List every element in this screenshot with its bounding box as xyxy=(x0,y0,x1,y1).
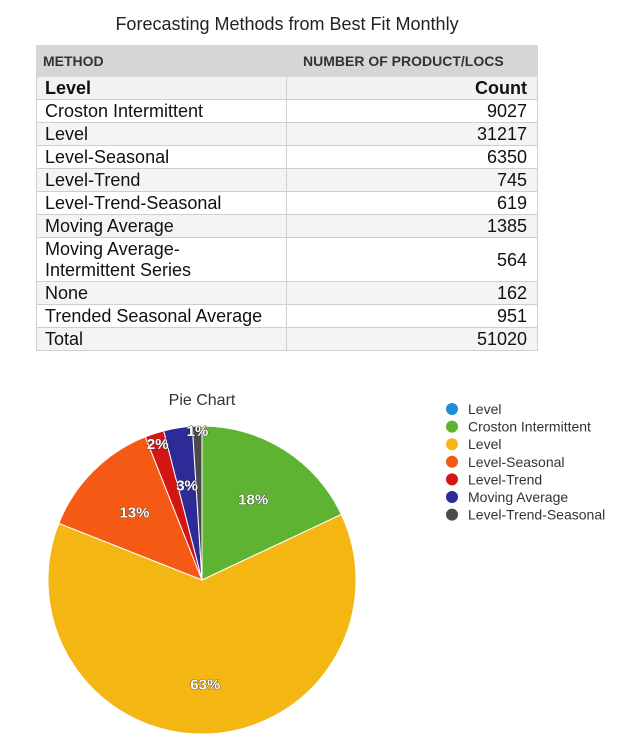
legend-label: Level-Trend xyxy=(468,471,542,487)
methods-table: METHOD NUMBER OF PRODUCT/LOCS Level Coun… xyxy=(36,45,538,351)
method-cell: Level-Trend-Seasonal xyxy=(36,191,287,215)
legend-swatch xyxy=(446,491,458,503)
table-row: Level 31217 xyxy=(36,122,538,146)
legend-label: Level-Trend-Seasonal xyxy=(468,507,605,523)
slice-data-label: 2% xyxy=(147,436,169,453)
count-cell: 51020 xyxy=(286,327,538,351)
table-row: None 162 xyxy=(36,281,538,305)
table-row: Level-Trend-Seasonal 619 xyxy=(36,191,538,215)
count-cell: 31217 xyxy=(286,122,538,146)
pie-slice-level-trend-seasonal-6 xyxy=(191,425,203,581)
table-row: Moving Average- Intermittent Series 564 xyxy=(36,237,538,282)
slice-data-label: 1% xyxy=(187,423,209,440)
slice-data-label: 63% xyxy=(190,677,220,694)
table-row: Trended Seasonal Average 951 xyxy=(36,304,538,328)
column-header-count: NUMBER OF PRODUCT/LOCS xyxy=(286,45,538,77)
method-cell: Level-Seasonal xyxy=(36,145,287,169)
method-cell: Trended Seasonal Average xyxy=(36,304,287,328)
legend-label: Level-Seasonal xyxy=(468,454,565,470)
count-cell: 1385 xyxy=(286,214,538,238)
pie-slices xyxy=(47,425,357,735)
legend-swatch xyxy=(446,438,458,451)
table-subheader-row: Level Count xyxy=(36,76,538,100)
legend-label: Level xyxy=(468,401,501,417)
table-row: Croston Intermittent 9027 xyxy=(36,99,538,123)
legend-label: Croston Intermittent xyxy=(468,419,591,435)
legend-label: Level xyxy=(468,436,501,452)
legend-swatch xyxy=(446,455,458,468)
legend-swatch xyxy=(446,508,458,521)
table-row: Moving Average 1385 xyxy=(36,214,538,238)
slice-data-label: 18% xyxy=(238,491,268,508)
count-cell: 9027 xyxy=(286,99,538,123)
pie-slice-level-seasonal-3 xyxy=(58,436,203,581)
method-cell: Total xyxy=(36,327,287,351)
methods-table-container: METHOD NUMBER OF PRODUCT/LOCS Level Coun… xyxy=(36,45,538,351)
method-cell: None xyxy=(36,281,287,305)
table-row: Total 51020 xyxy=(36,327,538,351)
method-cell: Moving Average xyxy=(36,214,287,238)
table-header-row: METHOD NUMBER OF PRODUCT/LOCS xyxy=(36,45,538,77)
slice-data-label: 13% xyxy=(119,504,149,521)
count-cell: 745 xyxy=(286,168,538,192)
method-cell: Level xyxy=(36,122,287,146)
slice-data-label: 3% xyxy=(176,478,198,495)
method-cell: Croston Intermittent xyxy=(36,99,287,123)
pie-slice-level-2 xyxy=(47,513,357,735)
subheader-count: Count xyxy=(286,76,538,100)
legend-swatch xyxy=(446,473,458,486)
legend-swatch xyxy=(446,420,458,433)
count-cell: 619 xyxy=(286,191,538,215)
count-cell: 564 xyxy=(286,237,538,282)
pie-labels: 18% 63% 13% 2% 3% 1% xyxy=(119,423,269,694)
method-cell: Level-Trend xyxy=(36,168,287,192)
legend-swatch xyxy=(446,403,458,415)
table-row: Level-Trend 745 xyxy=(36,168,538,192)
count-cell: 951 xyxy=(286,304,538,328)
legend-label: Moving Average xyxy=(468,489,568,505)
method-cell: Moving Average- Intermittent Series xyxy=(36,237,287,282)
table-row: Level-Seasonal 6350 xyxy=(36,145,538,169)
count-cell: 6350 xyxy=(286,145,538,169)
count-cell: 162 xyxy=(286,281,538,305)
column-header-method: METHOD xyxy=(36,45,287,77)
page-title: Forecasting Methods from Best Fit Monthl… xyxy=(115,14,459,34)
chart-title: Pie Chart xyxy=(169,392,236,409)
subheader-level: Level xyxy=(36,76,287,100)
pie-slice-croston-intermittent-1 xyxy=(201,425,343,581)
